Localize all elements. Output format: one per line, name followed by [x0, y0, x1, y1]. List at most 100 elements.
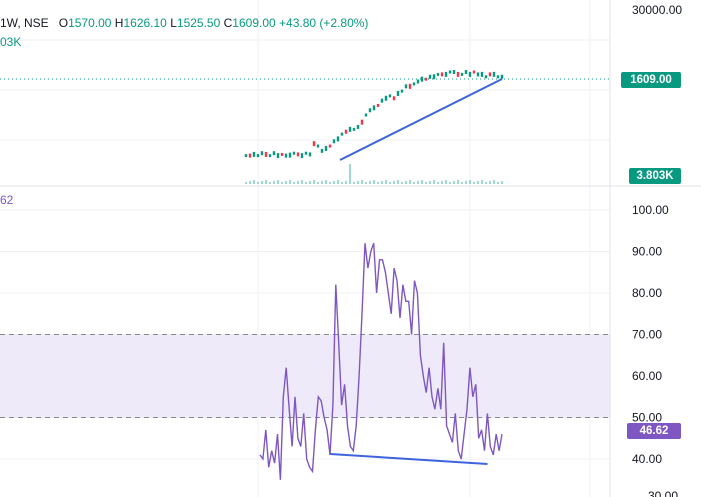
price-candle	[276, 153, 280, 159]
price-candle	[328, 144, 332, 148]
price-candle	[248, 153, 252, 158]
price-candle	[436, 72, 440, 76]
price-candle	[288, 152, 292, 158]
volume-bar	[277, 180, 279, 184]
volume-bar	[497, 182, 499, 184]
volume-bar	[361, 180, 363, 184]
price-candle	[376, 103, 380, 107]
price-candle	[404, 84, 408, 89]
volume-bar	[365, 182, 367, 184]
price-candle	[468, 71, 472, 77]
price-candle	[408, 83, 412, 89]
price-candle	[420, 76, 424, 82]
price-candle	[252, 151, 256, 157]
volume-bar	[317, 182, 319, 184]
price-candle	[432, 74, 436, 80]
price-candle	[412, 82, 416, 86]
price-candle	[444, 71, 448, 77]
price-candle	[392, 96, 396, 101]
price-candle	[356, 124, 360, 129]
volume-bar	[413, 182, 415, 184]
price-candle	[448, 70, 452, 74]
price-candle	[280, 152, 284, 156]
grid	[0, 0, 610, 497]
price-candle	[396, 91, 400, 96]
price-axis-tick: 30000.00	[632, 3, 682, 17]
price-trendline[interactable]	[339, 78, 503, 161]
rsi-axis-tick: 90.00	[632, 245, 662, 259]
low-label: L	[170, 16, 177, 30]
volume-bar	[249, 181, 251, 184]
open-label: O	[58, 16, 69, 30]
volume-bar	[309, 181, 311, 184]
price-candle	[344, 129, 348, 134]
volume-bar	[325, 180, 327, 184]
price-candle	[260, 151, 264, 156]
volume-bar	[489, 181, 491, 184]
volume-bar	[373, 180, 375, 184]
volume-bar	[465, 181, 467, 184]
volume-bar	[261, 181, 263, 184]
price-badge: 1609.00	[621, 72, 681, 88]
price-candle	[364, 113, 368, 117]
volume-bar	[501, 181, 503, 184]
price-candle	[244, 154, 248, 158]
price-candle	[452, 70, 456, 74]
price-candle	[268, 154, 272, 158]
volume-bar	[397, 180, 399, 184]
volume-bar	[273, 181, 275, 184]
volume-bar	[461, 182, 463, 184]
price-candle	[388, 94, 392, 98]
rsi-trendline[interactable]	[330, 453, 488, 465]
price-candle	[484, 75, 488, 79]
price-candle	[348, 126, 352, 132]
rsi-line[interactable]	[259, 242, 503, 480]
timeframe-exchange: 1W, NSE	[0, 16, 49, 30]
volume-bar	[485, 182, 487, 184]
price-candle	[500, 74, 504, 79]
price-candle	[324, 145, 328, 151]
volume-bar	[493, 180, 495, 184]
volume-bar	[357, 181, 359, 184]
volume-bar	[349, 164, 351, 184]
price-candle	[492, 71, 496, 77]
volume-bar	[405, 181, 407, 184]
volume-bar	[293, 182, 295, 184]
price-candle	[296, 152, 300, 157]
price-candle	[472, 70, 476, 74]
volume-bar	[393, 181, 395, 184]
volume-bar	[389, 182, 391, 184]
volume-bar	[473, 182, 475, 184]
volume-bar	[253, 180, 255, 184]
change-value: +43.80 (+2.80%)	[279, 16, 369, 30]
volume-bar	[369, 181, 371, 184]
price-candle	[304, 151, 308, 155]
rsi-band	[0, 334, 610, 418]
ohlc-legend[interactable]: 1W, NSE O1570.00 H1626.10 L1525.50 C1609…	[0, 16, 368, 30]
low-value: 1525.50	[176, 16, 221, 30]
price-candle	[464, 70, 468, 74]
volume-bar	[429, 181, 431, 184]
volume-bar	[301, 180, 303, 184]
volume-bar	[329, 182, 331, 184]
rsi-axis-tick: 70.00	[632, 328, 662, 342]
price-candle	[332, 139, 336, 144]
rsi-badge: 46.62	[627, 423, 681, 439]
price-candle	[416, 79, 420, 84]
volume-bar	[437, 182, 439, 184]
price-series[interactable]	[244, 70, 504, 159]
price-candle	[424, 77, 428, 81]
volume-bar	[401, 182, 403, 184]
volume-bar	[381, 181, 383, 184]
price-candle	[488, 72, 492, 77]
volume-bar	[445, 180, 447, 184]
price-candle	[476, 72, 480, 77]
rsi-legend: 62	[0, 193, 14, 207]
price-candle	[312, 141, 316, 147]
volume-badge: 3.803K	[629, 168, 681, 184]
volume-bar	[341, 182, 343, 184]
price-candle	[272, 151, 276, 156]
price-candle	[256, 154, 260, 158]
price-candle	[400, 89, 404, 93]
